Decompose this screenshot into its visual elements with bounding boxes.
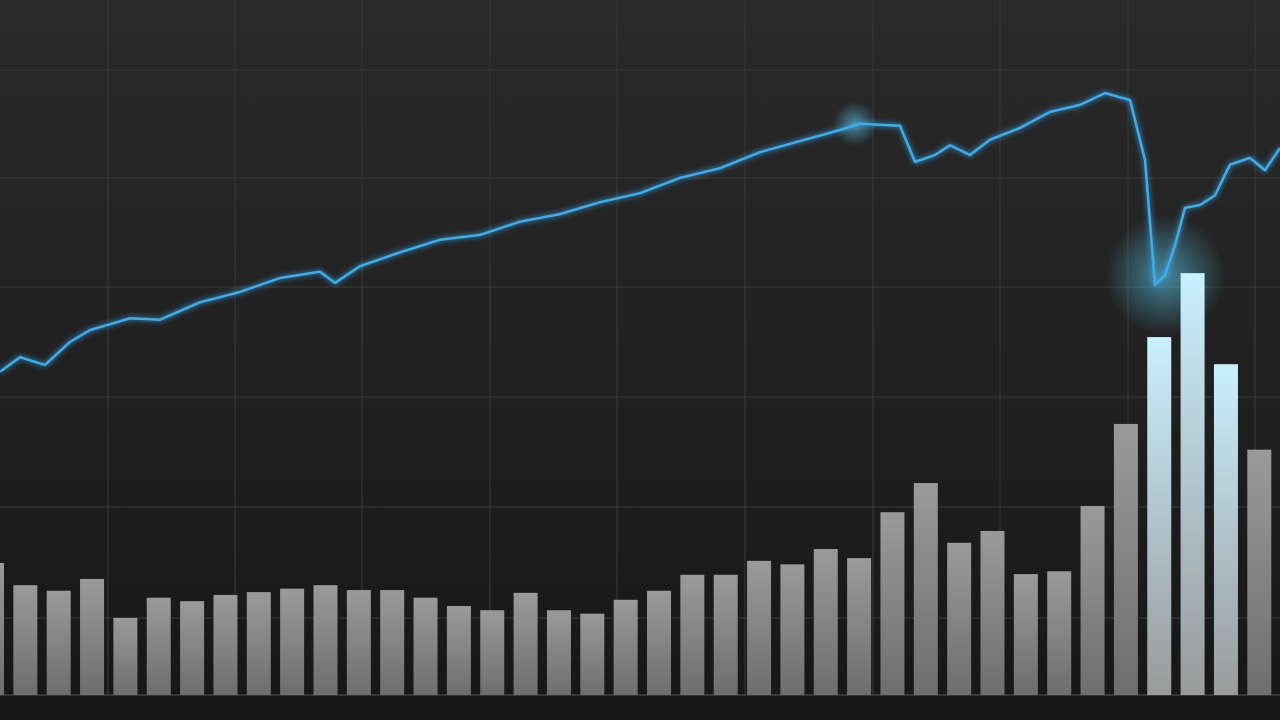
bar (813, 549, 838, 695)
bar (113, 617, 138, 695)
bar (1213, 364, 1238, 695)
bar (980, 530, 1005, 695)
bar (346, 590, 371, 695)
bar (680, 574, 705, 695)
bar (46, 590, 71, 695)
bar (613, 599, 638, 695)
bar (213, 594, 238, 695)
bar (747, 560, 772, 695)
bar (947, 542, 972, 695)
bar (780, 564, 805, 695)
price-line (0, 91, 1280, 373)
bar (80, 578, 105, 695)
bar (1047, 571, 1072, 695)
grid (0, 0, 1280, 695)
bar (313, 585, 338, 695)
bar (713, 574, 738, 695)
bar (1180, 273, 1205, 695)
bar (480, 610, 505, 695)
bar (1247, 449, 1272, 695)
bar (880, 512, 905, 695)
bar (1147, 337, 1172, 695)
bar (913, 483, 938, 695)
bar (146, 597, 171, 695)
bar (13, 585, 38, 695)
bar (546, 610, 571, 695)
bar (0, 562, 4, 695)
bar (580, 613, 605, 695)
bar (280, 588, 305, 695)
bar (847, 558, 872, 695)
bar (246, 592, 271, 695)
bar (647, 590, 671, 695)
bar (380, 590, 405, 695)
bar (1013, 574, 1038, 695)
bar (1080, 505, 1105, 695)
bar (180, 601, 205, 695)
bar (446, 606, 471, 695)
bar (1113, 423, 1138, 695)
bar (513, 592, 538, 695)
bar (413, 597, 438, 695)
